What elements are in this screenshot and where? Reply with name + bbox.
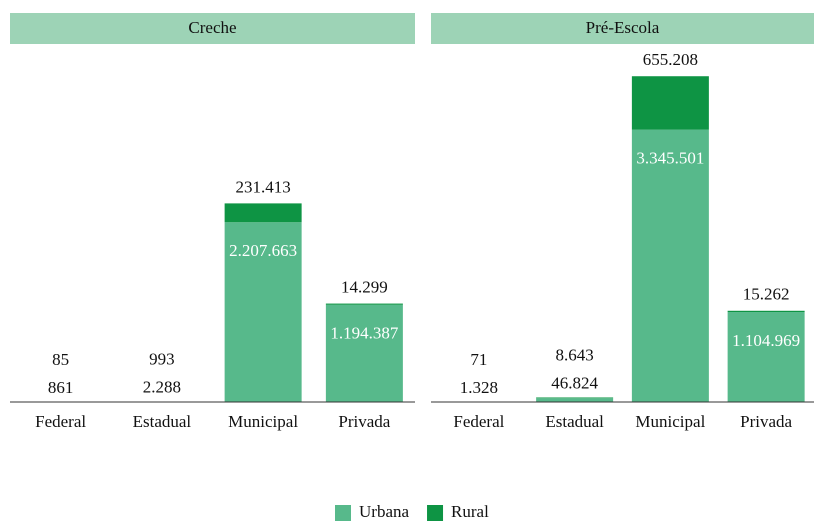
value-label: 3.345.501	[636, 148, 704, 167]
value-label: 993	[149, 350, 175, 369]
panel-header	[10, 13, 415, 44]
bar-segment	[224, 203, 302, 223]
x-tick-label: Municipal	[228, 412, 298, 431]
x-tick-label: Federal	[453, 412, 504, 431]
value-label: 1.104.969	[732, 331, 800, 350]
legend-label: Urbana	[359, 502, 409, 521]
value-label: 1.194.387	[330, 324, 399, 343]
value-label: 15.262	[743, 285, 790, 304]
bar-segment	[631, 76, 709, 130]
bar-segment	[325, 304, 403, 402]
bar-segment	[224, 222, 302, 402]
bar-segment	[325, 303, 403, 305]
bar-segment	[536, 397, 614, 399]
legend-swatch	[335, 505, 351, 521]
value-label: 2.207.663	[229, 241, 297, 260]
x-tick-label: Estadual	[133, 412, 192, 431]
legend-swatch	[427, 505, 444, 521]
value-label: 85	[52, 350, 69, 369]
value-label: 71	[470, 350, 487, 369]
x-tick-label: Privada	[740, 412, 792, 431]
value-label: 861	[48, 378, 74, 397]
x-tick-label: Municipal	[635, 412, 705, 431]
panel-header	[431, 13, 814, 44]
bar-segment	[727, 310, 805, 313]
bar-segment	[727, 312, 805, 402]
value-label: 2.288	[143, 378, 181, 397]
x-tick-label: Privada	[338, 412, 390, 431]
value-label: 8.643	[556, 345, 594, 364]
value-label: 14.299	[341, 277, 388, 296]
x-tick-label: Federal	[35, 412, 86, 431]
value-label: 1.328	[460, 378, 498, 397]
panel-title: Creche	[188, 18, 236, 37]
panel-title: Pré-Escola	[586, 18, 660, 37]
value-label: 46.824	[551, 373, 598, 392]
legend-label: Rural	[451, 502, 489, 521]
value-label: 231.413	[236, 177, 291, 196]
bar-segment	[536, 398, 614, 402]
value-label: 655.208	[643, 50, 698, 69]
x-tick-label: Estadual	[545, 412, 604, 431]
bar-segment	[631, 129, 709, 402]
